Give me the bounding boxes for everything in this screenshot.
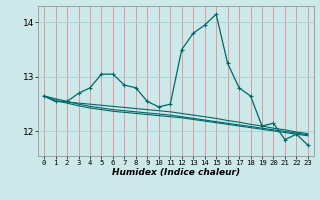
X-axis label: Humidex (Indice chaleur): Humidex (Indice chaleur): [112, 168, 240, 177]
